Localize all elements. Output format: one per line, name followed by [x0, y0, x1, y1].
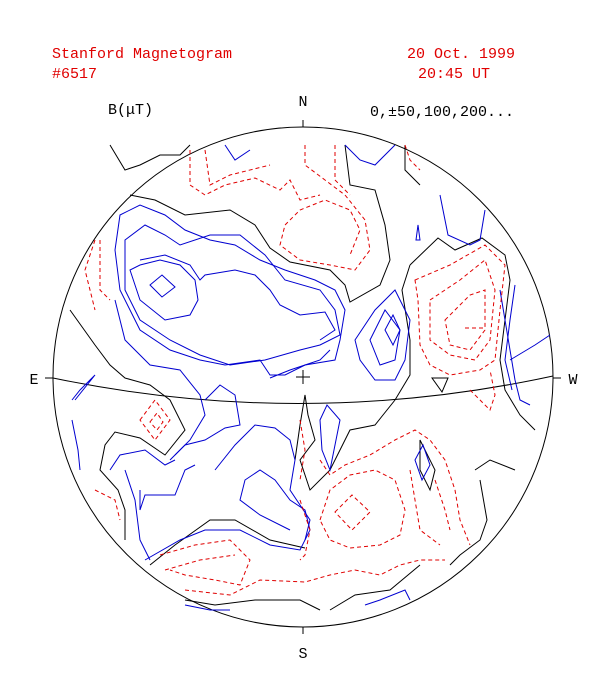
title: Stanford Magnetogram [52, 46, 232, 63]
marker [431, 377, 449, 394]
west-label: W [568, 372, 577, 389]
contour-levels: 0,±50,100,200... [370, 104, 514, 121]
unit-label: B(μT) [108, 102, 153, 119]
time: 20:45 UT [418, 66, 490, 83]
map-number: #6517 [52, 66, 97, 83]
disk [45, 120, 561, 634]
contours [69, 144, 551, 611]
date: 20 Oct. 1999 [407, 46, 515, 63]
north-label: N [298, 94, 307, 111]
east-label: E [29, 372, 38, 389]
south-label: S [298, 646, 307, 663]
